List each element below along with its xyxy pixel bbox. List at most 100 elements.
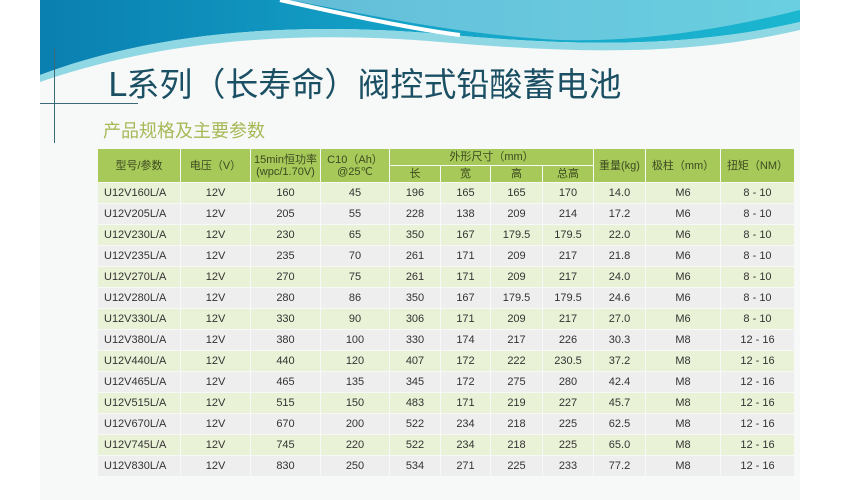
cell-power: 160 [251,183,320,203]
cell-total-height: 233 [543,456,593,476]
cell-power: 515 [251,393,320,413]
cell-capacity: 86 [321,288,389,308]
cell-terminal: M6 [646,246,720,266]
cell-capacity: 65 [321,225,389,245]
cell-terminal: M8 [646,330,720,350]
header-width: 宽 [441,166,490,182]
cell-power: 280 [251,288,320,308]
header-length: 长 [390,166,440,182]
header-capacity-line2: @25℃ [337,165,373,178]
cell-weight: 24.6 [594,288,645,308]
cell-torque: 8 - 10 [721,309,794,329]
cell-length: 534 [390,456,440,476]
cell-weight: 30.3 [594,330,645,350]
cell-height: 179.5 [491,225,542,245]
cell-power: 235 [251,246,320,266]
cell-weight: 27.0 [594,309,645,329]
cell-model: U12V280L/A [98,288,180,308]
cell-model: U12V670L/A [98,414,180,434]
cell-voltage: 12V [181,372,250,392]
cell-length: 350 [390,225,440,245]
cell-power: 330 [251,309,320,329]
header-power-line2: (wpc/1.70V) [256,165,315,178]
cell-width: 167 [441,288,490,308]
cell-total-height: 179.5 [543,225,593,245]
cell-model: U12V160L/A [98,183,180,203]
cell-height: 217 [491,330,542,350]
header-power: 15min恒功率 (wpc/1.70V) [251,149,320,182]
cell-length: 306 [390,309,440,329]
cell-length: 483 [390,393,440,413]
header-capacity: C10（Ah） @25℃ [321,149,389,182]
cell-terminal: M6 [646,309,720,329]
cell-voltage: 12V [181,435,250,455]
table-row: U12V745L/A 12V 745 220 522 234 218 225 65.0 M8 12 … [98,435,794,455]
cell-power: 380 [251,330,320,350]
table-row: U12V830L/A 12V 830 250 534 271 225 233 77.2 M8 12 … [98,456,794,476]
cell-length: 196 [390,183,440,203]
cell-total-height: 230.5 [543,351,593,371]
cell-height: 218 [491,414,542,434]
section-subtitle: 产品规格及主要参数 [103,121,265,142]
cell-length: 261 [390,246,440,266]
table-row: U12V465L/A 12V 465 135 345 172 275 280 42.4 M8 12 … [98,372,794,392]
cell-model: U12V330L/A [98,309,180,329]
cell-width: 171 [441,246,490,266]
cell-width: 234 [441,435,490,455]
cell-total-height: 217 [543,309,593,329]
cell-power: 830 [251,456,320,476]
cell-torque: 12 - 16 [721,414,794,434]
header-model: 型号/参数 [98,149,180,182]
cell-weight: 65.0 [594,435,645,455]
cell-weight: 37.2 [594,351,645,371]
header-dimensions: 外形尺寸（mm） [390,149,593,165]
cell-terminal: M8 [646,435,720,455]
cell-width: 165 [441,183,490,203]
cell-terminal: M6 [646,288,720,308]
cell-terminal: M6 [646,183,720,203]
cell-width: 172 [441,372,490,392]
cell-terminal: M6 [646,267,720,287]
cell-total-height: 217 [543,267,593,287]
cell-terminal: M6 [646,204,720,224]
cell-torque: 8 - 10 [721,183,794,203]
cell-model: U12V230L/A [98,225,180,245]
header-total-height: 总高 [543,166,593,182]
cell-model: U12V235L/A [98,246,180,266]
cell-voltage: 12V [181,225,250,245]
cell-weight: 77.2 [594,456,645,476]
cell-weight: 22.0 [594,225,645,245]
wave-banner [40,0,800,82]
cell-voltage: 12V [181,246,250,266]
cell-torque: 8 - 10 [721,204,794,224]
decor-horizontal-line [40,103,138,104]
cell-power: 670 [251,414,320,434]
table-row: U12V230L/A 12V 230 65 350 167 179.5 179.5 22.0 M6… [98,225,794,245]
cell-model: U12V745L/A [98,435,180,455]
cell-power: 230 [251,225,320,245]
cell-weight: 21.8 [594,246,645,266]
cell-weight: 42.4 [594,372,645,392]
cell-height: 209 [491,204,542,224]
cell-voltage: 12V [181,330,250,350]
cell-capacity: 45 [321,183,389,203]
cell-capacity: 250 [321,456,389,476]
cell-length: 522 [390,435,440,455]
cell-power: 745 [251,435,320,455]
cell-height: 209 [491,246,542,266]
cell-width: 171 [441,267,490,287]
cell-terminal: M8 [646,393,720,413]
cell-model: U12V440L/A [98,351,180,371]
cell-terminal: M8 [646,456,720,476]
cell-total-height: 280 [543,372,593,392]
cell-voltage: 12V [181,456,250,476]
cell-height: 179.5 [491,288,542,308]
header-power-line1: 15min恒功率 [254,153,317,166]
table-row: U12V280L/A 12V 280 86 350 167 179.5 179.5 24.6 M6… [98,288,794,308]
cell-power: 440 [251,351,320,371]
cell-capacity: 75 [321,267,389,287]
cell-capacity: 220 [321,435,389,455]
cell-voltage: 12V [181,267,250,287]
cell-torque: 8 - 10 [721,267,794,287]
cell-length: 228 [390,204,440,224]
